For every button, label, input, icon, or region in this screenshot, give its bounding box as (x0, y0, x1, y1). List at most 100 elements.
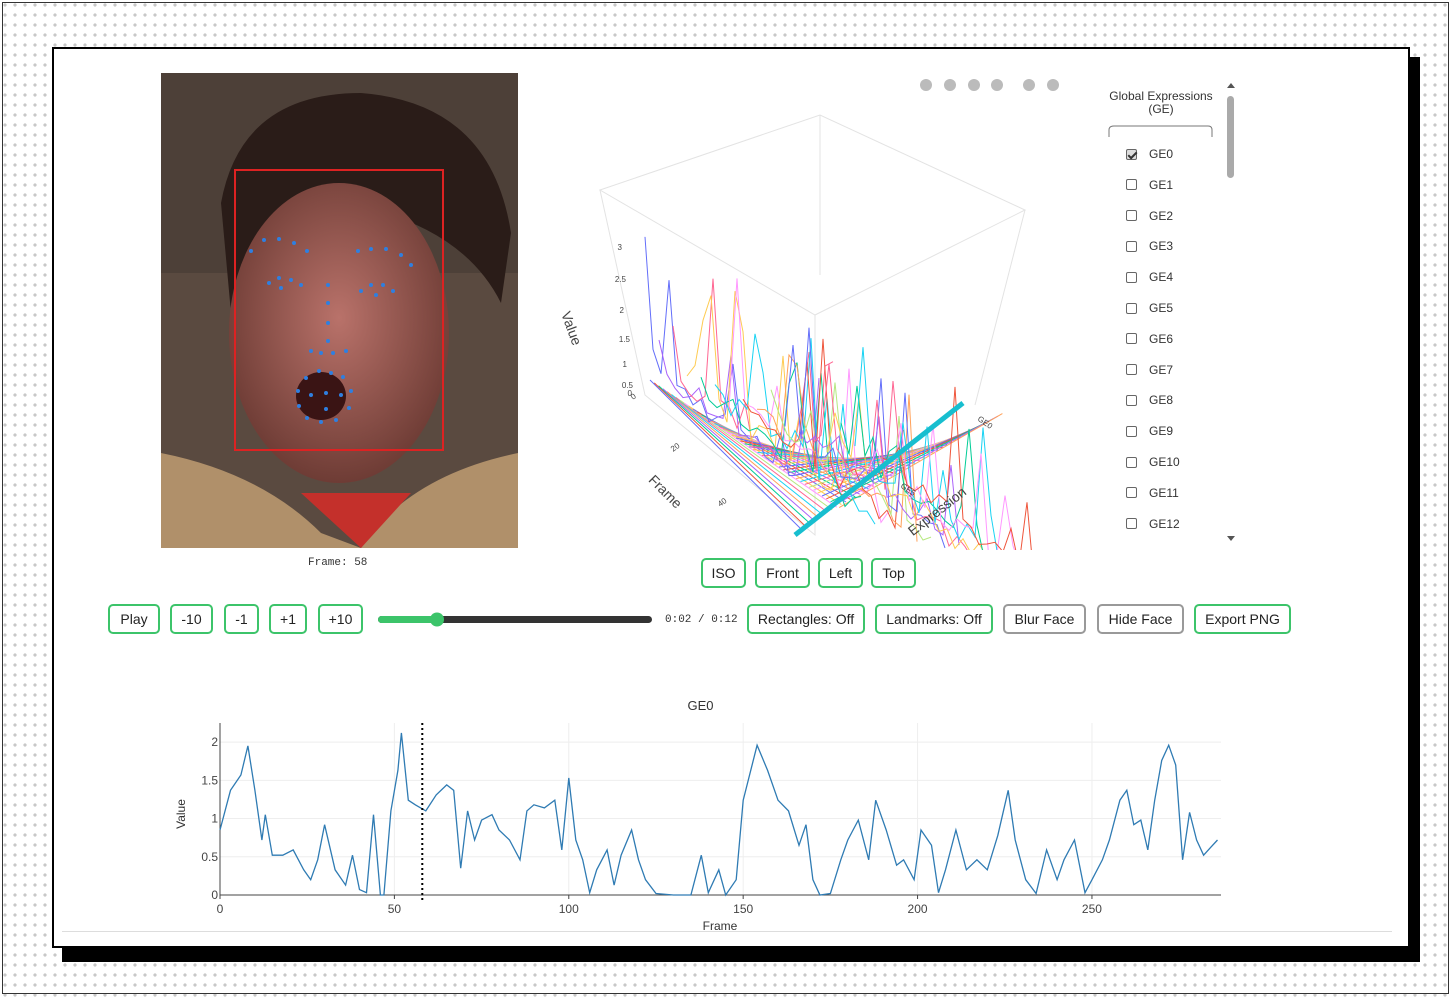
y-tick-label: 1 (211, 812, 218, 826)
checkbox[interactable] (1126, 394, 1137, 406)
view-button[interactable]: Front (755, 558, 810, 588)
legend-label: GE5 (1149, 301, 1174, 315)
z-axis-title: Value (558, 309, 585, 347)
legend-item[interactable]: GE4 (1126, 269, 1173, 285)
trace (728, 278, 890, 524)
x-tick-label: 100 (559, 902, 579, 916)
y-tick-label: 2 (211, 735, 218, 749)
trace (644, 236, 806, 477)
slider[interactable] (376, 610, 656, 630)
checkbox[interactable] (1126, 240, 1137, 252)
legend-item[interactable]: GE5 (1126, 300, 1173, 316)
step-button[interactable]: Play (108, 604, 160, 634)
legend-item[interactable]: GE9 (1126, 423, 1173, 439)
trace-floor (662, 388, 815, 521)
checkbox[interactable] (1126, 148, 1137, 160)
trace (658, 339, 820, 475)
legend-item[interactable]: GE3 (1126, 238, 1173, 254)
legend-label: GE4 (1149, 270, 1174, 285)
trace (714, 333, 876, 525)
view-button[interactable]: Top (871, 558, 916, 588)
trace-floor (684, 402, 838, 508)
y-tick-label: 1.5 (201, 773, 218, 787)
checkbox[interactable] (1126, 456, 1137, 468)
toggle-button[interactable]: Landmarks: Off (875, 604, 993, 634)
z-tick-label: 1 (623, 360, 628, 369)
modebar[interactable] (920, 79, 1059, 91)
legend-item[interactable]: GE2 (1126, 208, 1173, 224)
toggle-button[interactable]: Blur Face (1003, 604, 1086, 634)
view-button[interactable]: Left (818, 558, 863, 588)
trace (812, 363, 968, 550)
legend-item[interactable]: GE6 (1126, 331, 1173, 347)
trace-floor (671, 394, 824, 516)
step-button[interactable]: +10 (318, 604, 363, 634)
trace (742, 338, 904, 530)
checkbox[interactable] (1126, 487, 1137, 499)
checkbox[interactable] (1126, 271, 1137, 283)
step-button[interactable]: +1 (269, 604, 307, 634)
checkbox[interactable] (1126, 518, 1137, 530)
legend-label: GE0 (1149, 147, 1174, 161)
legend-item[interactable]: GE1 (1126, 177, 1173, 193)
step-button[interactable]: -10 (170, 604, 213, 634)
legend-item[interactable]: GE7 (1126, 362, 1173, 378)
frame-label: Frame: 58 (308, 557, 368, 569)
y-tick-label: 0.5 (201, 850, 218, 864)
y-tick-label: 0 (211, 888, 218, 902)
line-chart: GE0 0 0.5 1 1.5 2 0 50 100 150 200 250 Frame Value (174, 698, 1221, 933)
z-tick-label: 0.5 (622, 381, 634, 390)
trace (798, 416, 960, 546)
checkbox[interactable] (1126, 302, 1137, 314)
z-tick-label: 1.5 (619, 335, 631, 344)
legend-label: GE3 (1149, 239, 1174, 254)
trace (826, 396, 984, 550)
expression-tick-label: GE0 (976, 414, 995, 431)
trace-floor (653, 382, 805, 526)
legend-label: GE6 (1149, 331, 1174, 346)
legend-label: GE9 (1149, 424, 1174, 439)
legend-label: GE1 (1149, 177, 1174, 192)
legend-title: Global Expressions (GE) (1109, 89, 1213, 116)
toggle-button[interactable]: Hide Face (1097, 604, 1184, 634)
trace (672, 278, 834, 472)
x-tick-label: 200 (908, 902, 928, 916)
legend-label: GE11 (1149, 485, 1179, 500)
trace (854, 347, 998, 550)
view-button[interactable]: ISO (701, 558, 746, 588)
frame-tick-label: 0 (629, 391, 638, 401)
legend-label: GE2 (1149, 208, 1174, 223)
frame-tick-label: 40 (716, 496, 729, 509)
x-tick-label: 250 (1082, 902, 1102, 916)
checkbox[interactable] (1126, 210, 1137, 222)
trace-floor (679, 399, 833, 511)
legend-item[interactable]: GE12 (1126, 516, 1180, 532)
legend-item[interactable]: GE10 (1126, 454, 1180, 470)
x-tick-label: 0 (217, 902, 224, 916)
checkbox[interactable] (1126, 425, 1137, 437)
chart-title: GE0 (687, 698, 713, 713)
z-tick-label: 2.5 (615, 275, 627, 284)
z-tick-label: 3 (618, 243, 623, 252)
toggle-button[interactable]: Export PNG (1194, 604, 1291, 634)
step-button[interactable]: -1 (224, 604, 259, 634)
x-tick-label: 150 (733, 902, 753, 916)
legend-item[interactable]: GE0 (1126, 146, 1173, 162)
toggle-button[interactable]: Rectangles: Off (747, 604, 865, 634)
scrollbar[interactable] (1224, 80, 1238, 544)
x-axis-title: Frame (703, 919, 738, 933)
trace-floor (675, 397, 828, 513)
legend-item[interactable]: GE11 (1126, 485, 1179, 501)
z-tick-label: 2 (620, 306, 625, 315)
legend-label: GE12 (1149, 516, 1180, 531)
trace-floor (658, 385, 810, 524)
checkbox[interactable] (1126, 179, 1137, 191)
checkbox[interactable] (1126, 364, 1137, 376)
checkbox[interactable] (1126, 333, 1137, 345)
line (219, 732, 1218, 897)
legend-item[interactable]: GE8 (1126, 392, 1173, 408)
legend-label: GE10 (1149, 455, 1180, 469)
